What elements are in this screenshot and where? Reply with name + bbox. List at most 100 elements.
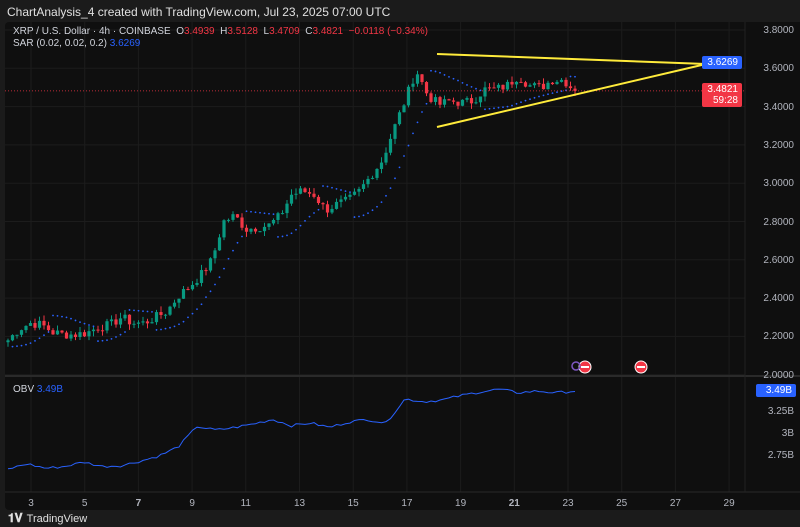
sar-dot bbox=[164, 327, 167, 330]
candle bbox=[136, 322, 141, 324]
candle bbox=[451, 100, 456, 102]
sar-dot bbox=[340, 189, 342, 191]
sar-dot bbox=[488, 107, 491, 110]
sar-dot bbox=[398, 166, 401, 169]
sar-dot bbox=[403, 155, 405, 157]
candle bbox=[244, 227, 249, 232]
candle bbox=[492, 87, 496, 89]
sar-dot bbox=[232, 249, 234, 252]
sar-dot bbox=[79, 321, 81, 324]
sar-dot bbox=[317, 208, 320, 211]
symbol-legend: XRP / U.S. Dollar · 4h · COINBASE O3.493… bbox=[13, 26, 428, 37]
price-axis-label: 3.4000 bbox=[763, 101, 794, 113]
candle bbox=[231, 214, 235, 220]
sar-dot bbox=[11, 345, 14, 348]
candle bbox=[334, 201, 339, 209]
sar-dot bbox=[65, 316, 68, 319]
sar-dot bbox=[218, 276, 221, 279]
tv-logo-icon: 𝟏𝐕 bbox=[8, 511, 23, 525]
triangle-upper-trendline bbox=[436, 53, 707, 65]
sar-dot bbox=[574, 75, 576, 78]
candle bbox=[100, 330, 105, 332]
sar-dot bbox=[178, 323, 180, 326]
candle bbox=[550, 82, 555, 85]
obv-legend[interactable]: OBV 3.49B bbox=[13, 384, 63, 395]
symbol-name[interactable]: XRP / U.S. Dollar · 4h · COINBASE bbox=[13, 26, 171, 37]
candle bbox=[321, 203, 325, 205]
last-price: 3.4821 bbox=[707, 84, 738, 95]
sar-dot bbox=[421, 111, 423, 113]
sar-dot bbox=[182, 320, 185, 323]
candle bbox=[330, 208, 334, 213]
candle bbox=[487, 87, 492, 89]
sar-price-tag: 3.6269 bbox=[702, 56, 742, 69]
time-axis-label: 17 bbox=[401, 498, 413, 509]
event-flag-icon bbox=[637, 366, 645, 368]
sar-dot bbox=[376, 205, 378, 208]
candle bbox=[127, 314, 132, 325]
sar-dot bbox=[101, 339, 104, 342]
candle bbox=[145, 321, 150, 324]
sar-dot bbox=[70, 317, 72, 320]
sar-dot bbox=[493, 107, 495, 110]
candle bbox=[357, 188, 361, 192]
sar-dot bbox=[569, 75, 572, 78]
candle bbox=[388, 138, 393, 153]
obv-value: 3.49B bbox=[36, 384, 64, 395]
sar-dot bbox=[502, 106, 504, 109]
chart-canvas[interactable] bbox=[5, 22, 800, 510]
sar-dot bbox=[506, 105, 509, 108]
sar-dot bbox=[259, 211, 261, 214]
sar-dot bbox=[358, 215, 360, 218]
candle bbox=[217, 237, 222, 251]
candle bbox=[60, 330, 64, 333]
candle bbox=[190, 284, 195, 290]
candle bbox=[267, 223, 271, 227]
sar-dot bbox=[551, 92, 554, 95]
candle bbox=[82, 332, 87, 337]
open-label: O bbox=[176, 26, 184, 37]
candle bbox=[33, 323, 37, 328]
sar-dot bbox=[304, 219, 306, 222]
time-axis-label: 13 bbox=[293, 498, 306, 509]
candle bbox=[285, 203, 289, 214]
candle bbox=[316, 196, 321, 204]
sar-legend[interactable]: SAR (0.02, 0.02, 0.2) 3.6269 bbox=[13, 38, 140, 49]
candle bbox=[172, 302, 177, 307]
sar-dot bbox=[137, 309, 140, 312]
time-axis-label: 7 bbox=[135, 498, 142, 509]
candle bbox=[96, 329, 100, 331]
sar-dot bbox=[151, 310, 153, 313]
sar-dot bbox=[547, 93, 549, 96]
sar-dot bbox=[448, 76, 450, 78]
candle bbox=[361, 184, 366, 189]
sar-dot bbox=[538, 95, 540, 98]
high-value: 3.5128 bbox=[227, 26, 258, 37]
sar-dot bbox=[389, 187, 392, 189]
tradingview-logo[interactable]: 𝟏𝐕 TradingView bbox=[8, 511, 87, 526]
sar-dot bbox=[25, 343, 27, 346]
sar-dot bbox=[272, 213, 275, 216]
candle bbox=[496, 84, 501, 88]
sar-dot bbox=[263, 212, 266, 215]
candle bbox=[415, 74, 420, 84]
sar-dot bbox=[74, 319, 77, 322]
candle bbox=[465, 98, 469, 100]
candle bbox=[438, 97, 442, 105]
sar-dot bbox=[367, 212, 369, 215]
chart-frame[interactable]: XRP / U.S. Dollar · 4h · COINBASE O3.493… bbox=[5, 22, 800, 510]
obv-label: OBV bbox=[13, 384, 35, 395]
sar-dot bbox=[371, 209, 374, 212]
candle bbox=[456, 101, 460, 106]
sar-dot bbox=[88, 324, 90, 326]
sar-dot bbox=[110, 337, 113, 340]
sar-dot bbox=[484, 108, 486, 111]
sar-label: SAR (0.02, 0.02, 0.2) bbox=[13, 38, 107, 49]
candle bbox=[303, 188, 307, 193]
sar-dot bbox=[119, 333, 122, 336]
sar-dot bbox=[322, 185, 324, 187]
sar-dot bbox=[160, 328, 162, 331]
candle bbox=[213, 250, 217, 259]
sar-value: 3.6269 bbox=[109, 38, 141, 49]
candle bbox=[109, 319, 114, 322]
